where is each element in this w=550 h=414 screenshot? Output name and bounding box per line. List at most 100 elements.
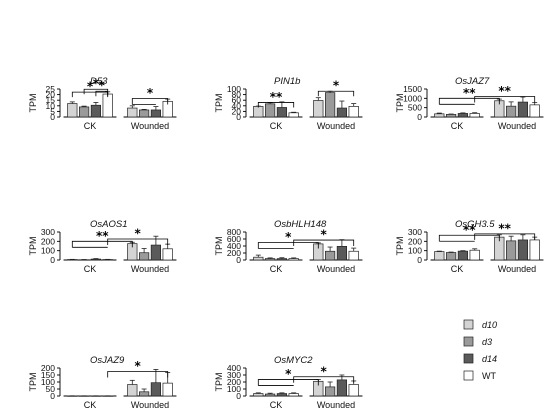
bar — [139, 391, 150, 397]
bar — [325, 250, 336, 261]
legend-label: WT — [482, 371, 496, 381]
y-tick-label: 400 — [227, 241, 241, 251]
panel-title: OsbHLH148 — [274, 219, 327, 230]
bar — [162, 382, 173, 397]
legend-swatch — [463, 336, 474, 347]
significance-bracket — [317, 90, 355, 97]
significance-star: * — [285, 367, 292, 381]
y-tick-label: 20 — [46, 90, 56, 100]
panel-title: OsAOS1 — [90, 219, 128, 230]
significance-star: ** — [498, 84, 511, 98]
panel-title: D53 — [90, 76, 108, 87]
bar — [506, 105, 517, 118]
bar — [288, 258, 299, 261]
y-axis-label: TPM — [214, 237, 224, 256]
significance-star: ** — [96, 229, 109, 243]
y-tick-label: 40 — [232, 101, 242, 111]
panel-title: OsJAZ9 — [90, 355, 125, 366]
bar — [78, 106, 90, 118]
y-tick-label: 100 — [41, 377, 55, 387]
x-category-label: CK — [270, 121, 283, 131]
x-category-label: Wounded — [131, 121, 169, 131]
bar — [325, 92, 336, 118]
y-tick-label: 0 — [50, 391, 55, 401]
y-tick-label: 5 — [50, 106, 55, 116]
y-axis-label: TPM — [214, 94, 224, 113]
panel-title: OsJAZ7 — [455, 76, 490, 87]
y-tick-label: 500 — [408, 103, 422, 113]
x-category-label: CK — [451, 264, 464, 274]
bar — [457, 250, 468, 261]
y-tick-label: 0 — [417, 112, 422, 122]
x-category-label: CK — [270, 400, 283, 410]
x-category-label: Wounded — [317, 121, 355, 131]
significance-star: ** — [463, 86, 476, 100]
y-tick-label: 100 — [227, 384, 241, 394]
y-tick-label: 50 — [46, 384, 56, 394]
x-category-label: CK — [270, 264, 283, 274]
y-tick-label: 0 — [236, 255, 241, 265]
legend-label: d3 — [482, 337, 492, 347]
legend-label: d14 — [482, 354, 497, 364]
legend-label: d10 — [482, 320, 497, 330]
significance-bracket — [107, 238, 169, 245]
bar — [517, 239, 529, 261]
significance-star: * — [321, 364, 328, 378]
significance-star: ** — [463, 223, 476, 237]
x-category-label: Wounded — [317, 400, 355, 410]
x-category-label: Wounded — [131, 264, 169, 274]
bar — [446, 252, 457, 261]
y-tick-label: 0 — [417, 255, 422, 265]
significance-bracket — [71, 240, 133, 248]
bar — [265, 393, 276, 397]
significance-star: * — [87, 80, 94, 94]
significance-star: * — [135, 359, 142, 373]
y-tick-label: 20 — [232, 106, 242, 116]
significance-bracket — [293, 376, 355, 383]
bar — [469, 249, 480, 261]
bar — [139, 109, 150, 118]
significance-bracket — [71, 91, 109, 98]
bar — [276, 258, 287, 261]
significance-star: * — [147, 86, 154, 100]
y-tick-label: 200 — [227, 248, 241, 258]
bar — [325, 386, 336, 397]
bar — [457, 113, 468, 118]
significance-star: * — [285, 230, 292, 244]
y-tick-label: 600 — [227, 234, 241, 244]
significance-bracket — [107, 371, 169, 378]
bar — [434, 113, 445, 118]
bar — [288, 112, 299, 118]
bar — [253, 256, 264, 261]
bar — [529, 104, 540, 118]
bar — [127, 107, 138, 118]
y-tick-label: 60 — [232, 95, 242, 105]
panel-title: OsMYC2 — [274, 355, 313, 366]
bar — [150, 382, 161, 397]
y-tick-label: 15 — [46, 95, 56, 105]
y-tick-label: 100 — [227, 84, 241, 94]
bar — [150, 244, 161, 261]
x-category-label: CK — [84, 121, 97, 131]
legend: d10 d3 d14 WT — [463, 319, 497, 381]
significance-star: ** — [270, 90, 283, 104]
significance-bracket — [131, 98, 169, 105]
significance-star: * — [321, 228, 328, 242]
significance-bracket — [257, 102, 295, 108]
y-axis-label: TPM — [28, 94, 38, 113]
bar — [348, 106, 359, 118]
x-category-label: CK — [84, 264, 97, 274]
significance-star: * — [99, 79, 106, 93]
bar — [265, 103, 276, 118]
bar — [288, 393, 299, 397]
bar — [90, 104, 102, 118]
significance-bracket — [474, 96, 536, 103]
bar — [313, 100, 324, 118]
